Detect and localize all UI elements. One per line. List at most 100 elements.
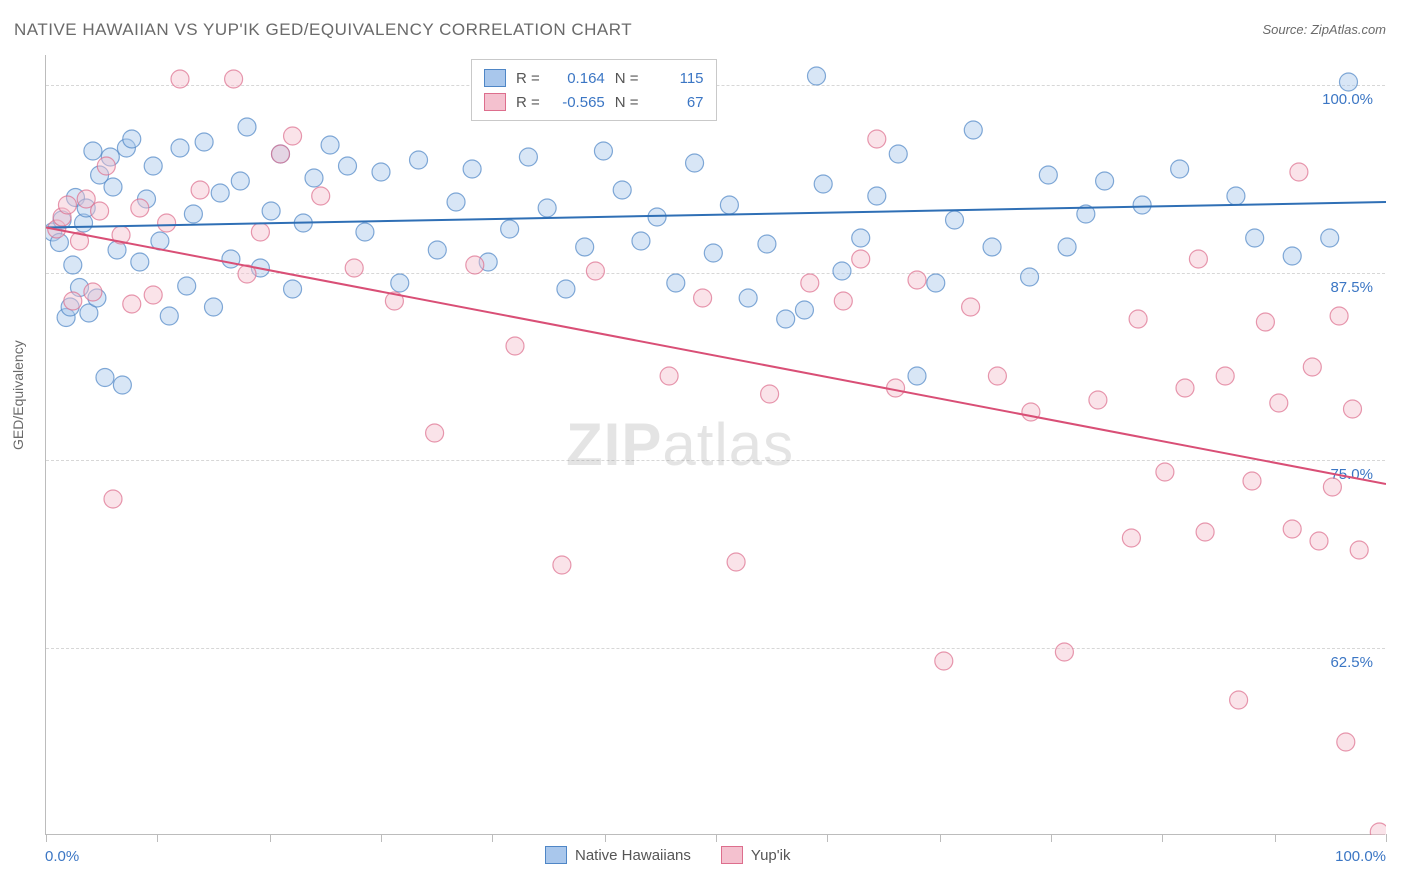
data-point	[777, 310, 795, 328]
data-point	[123, 130, 141, 148]
data-point	[852, 229, 870, 247]
data-point	[553, 556, 571, 574]
data-point	[761, 385, 779, 403]
data-point	[538, 199, 556, 217]
data-point	[1323, 478, 1341, 496]
data-point	[1370, 823, 1386, 835]
data-point	[1022, 403, 1040, 421]
data-point	[1129, 310, 1147, 328]
data-point	[660, 367, 678, 385]
data-point	[704, 244, 722, 262]
swatch-series2-icon	[721, 846, 743, 864]
x-tick	[827, 834, 828, 842]
data-point	[1189, 250, 1207, 268]
data-point	[586, 262, 604, 280]
data-point	[1171, 160, 1189, 178]
chart-container: NATIVE HAWAIIAN VS YUP'IK GED/EQUIVALENC…	[0, 0, 1406, 892]
data-point	[1156, 463, 1174, 481]
swatch-series2	[484, 93, 506, 111]
data-point	[211, 184, 229, 202]
data-point	[814, 175, 832, 193]
data-point	[1055, 643, 1073, 661]
x-tick	[46, 834, 47, 842]
data-point	[1337, 733, 1355, 751]
data-point	[410, 151, 428, 169]
data-point	[686, 154, 704, 172]
data-point	[557, 280, 575, 298]
data-point	[96, 369, 114, 387]
x-tick	[940, 834, 941, 842]
data-point	[466, 256, 484, 274]
data-point	[463, 160, 481, 178]
data-point	[238, 118, 256, 136]
data-point	[171, 139, 189, 157]
data-point	[447, 193, 465, 211]
data-point	[720, 196, 738, 214]
data-point	[1283, 247, 1301, 265]
data-point	[927, 274, 945, 292]
data-point	[113, 376, 131, 394]
data-point	[272, 145, 290, 163]
data-point	[1122, 529, 1140, 547]
legend-item-series1: Native Hawaiians	[545, 846, 691, 864]
data-point	[64, 256, 82, 274]
data-point	[1096, 172, 1114, 190]
x-tick	[270, 834, 271, 842]
x-tick	[716, 834, 717, 842]
data-point	[739, 289, 757, 307]
data-point	[171, 70, 189, 88]
scatter-plot	[46, 55, 1386, 835]
data-point	[648, 208, 666, 226]
data-point	[104, 490, 122, 508]
data-point	[727, 553, 745, 571]
data-point	[144, 157, 162, 175]
x-axis-min-label: 0.0%	[45, 848, 79, 865]
data-point	[519, 148, 537, 166]
data-point	[1230, 691, 1248, 709]
x-tick	[605, 834, 606, 842]
data-point	[1196, 523, 1214, 541]
data-point	[1350, 541, 1368, 559]
data-point	[1339, 73, 1357, 91]
data-point	[501, 220, 519, 238]
data-point	[1270, 394, 1288, 412]
data-point	[284, 280, 302, 298]
data-point	[372, 163, 390, 181]
data-point	[1176, 379, 1194, 397]
correlation-legend: R = 0.164 N = 115 R = -0.565 N = 67	[471, 59, 717, 121]
data-point	[251, 223, 269, 241]
legend-row-series1: R = 0.164 N = 115	[484, 66, 704, 90]
data-point	[321, 136, 339, 154]
chart-title: NATIVE HAWAIIAN VS YUP'IK GED/EQUIVALENC…	[14, 20, 632, 40]
data-point	[1089, 391, 1107, 409]
x-tick	[1162, 834, 1163, 842]
data-point	[632, 232, 650, 250]
data-point	[964, 121, 982, 139]
data-point	[506, 337, 524, 355]
data-point	[795, 301, 813, 319]
data-point	[312, 187, 330, 205]
data-point	[104, 178, 122, 196]
data-point	[1021, 268, 1039, 286]
data-point	[144, 286, 162, 304]
data-point	[84, 142, 102, 160]
data-point	[339, 157, 357, 175]
data-point	[356, 223, 374, 241]
data-point	[868, 130, 886, 148]
data-point	[426, 424, 444, 442]
data-point	[694, 289, 712, 307]
data-point	[1133, 196, 1151, 214]
data-point	[1256, 313, 1274, 331]
swatch-series1	[484, 69, 506, 87]
data-point	[1321, 229, 1339, 247]
data-point	[91, 202, 109, 220]
data-point	[97, 157, 115, 175]
data-point	[1330, 307, 1348, 325]
data-point	[231, 172, 249, 190]
data-point	[225, 70, 243, 88]
data-point	[1039, 166, 1057, 184]
data-point	[808, 67, 826, 85]
data-point	[1310, 532, 1328, 550]
data-point	[962, 298, 980, 316]
data-point	[868, 187, 886, 205]
